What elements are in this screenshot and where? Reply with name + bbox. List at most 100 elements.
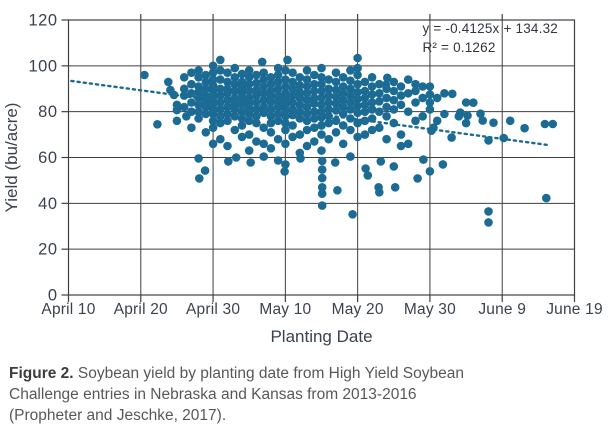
scatter-point xyxy=(252,112,261,121)
scatter-point xyxy=(252,78,261,88)
scatter-point xyxy=(310,123,319,132)
y-tick-label: 20 xyxy=(38,241,57,259)
scatter-point xyxy=(411,98,420,107)
scatter-point xyxy=(396,130,406,139)
scatter-point xyxy=(346,105,355,114)
scatter-point xyxy=(403,107,413,116)
scatter-point xyxy=(259,108,269,118)
scatter-point xyxy=(283,55,292,65)
scatter-point xyxy=(425,82,435,91)
scatter-point xyxy=(179,73,189,82)
scatter-point xyxy=(194,114,203,123)
scatter-point xyxy=(179,91,189,100)
scatter-point xyxy=(367,125,377,135)
scatter-point xyxy=(367,73,377,82)
scatter-point xyxy=(367,82,377,91)
scatter-point xyxy=(252,105,261,114)
scatter-point xyxy=(244,146,254,155)
caption-line-3: (Propheter and Jeschke, 2017). xyxy=(9,407,227,424)
x-tick-label: April 20 xyxy=(114,301,168,318)
scatter-point xyxy=(389,118,399,128)
scatter-point xyxy=(346,98,355,107)
scatter-point xyxy=(461,98,471,107)
trendline-equation-text: y = -0.4125x + 134.32 xyxy=(422,21,558,36)
scatter-point xyxy=(187,68,196,77)
scatter-point xyxy=(353,53,362,63)
scatter-point xyxy=(223,141,232,151)
scatter-point xyxy=(230,73,240,82)
scatter-point xyxy=(288,84,297,94)
scatter-point xyxy=(310,70,319,80)
scatter-point xyxy=(324,112,334,121)
scatter-point xyxy=(244,130,254,139)
scatter-point xyxy=(348,210,357,219)
scatter-point xyxy=(499,133,509,143)
scatter-point xyxy=(231,153,241,162)
scatter-point xyxy=(310,137,319,146)
scatter-point xyxy=(425,105,435,114)
scatter-point xyxy=(317,173,327,183)
scatter-point xyxy=(375,97,384,106)
scatter-point xyxy=(257,57,267,67)
scatter-point xyxy=(280,167,289,176)
scatter-point xyxy=(346,125,355,135)
scatter-point xyxy=(302,141,312,151)
scatter-point xyxy=(230,112,240,121)
scatter-point xyxy=(244,73,254,82)
scatter-point xyxy=(237,114,247,123)
scatter-point xyxy=(288,121,297,130)
scatter-point xyxy=(403,75,413,84)
scatter-point xyxy=(230,63,240,73)
scatter-point xyxy=(266,112,276,121)
scatter-point xyxy=(432,116,442,126)
scatter-point xyxy=(187,79,196,89)
scatter-point xyxy=(179,84,189,94)
scatter-point xyxy=(338,73,348,82)
scatter-point xyxy=(273,109,283,119)
scatter-point xyxy=(302,125,312,135)
scatter-point xyxy=(252,91,261,100)
scatter-point xyxy=(548,119,558,129)
scatter-point xyxy=(216,134,225,144)
scatter-point xyxy=(216,112,225,121)
scatter-point xyxy=(244,116,254,126)
scatter-point xyxy=(418,82,428,91)
x-tick-label: May 10 xyxy=(259,301,311,318)
caption-line-1-text: Soybean yield by planting date from High… xyxy=(77,365,464,382)
scatter-point xyxy=(396,141,406,151)
scatter-point xyxy=(367,114,377,123)
scatter-point xyxy=(418,112,428,121)
scatter-point xyxy=(259,95,269,105)
scatter-point xyxy=(201,84,211,94)
scatter-point xyxy=(542,193,551,203)
scatter-point xyxy=(273,116,283,126)
scatter-point xyxy=(310,114,319,123)
scatter-point xyxy=(273,77,283,87)
scatter-point xyxy=(216,84,225,94)
scatter-point xyxy=(259,89,269,98)
scatter-point xyxy=(425,90,435,99)
scatter-point xyxy=(295,93,305,103)
scatter-point xyxy=(461,118,471,128)
scatter-point xyxy=(389,162,399,171)
scatter-point xyxy=(201,109,211,119)
scatter-point xyxy=(302,109,312,119)
scatter-point xyxy=(346,84,355,94)
scatter-point xyxy=(338,89,348,98)
scatter-point xyxy=(353,79,362,89)
scatter-point xyxy=(259,152,269,161)
scatter-point xyxy=(317,93,326,103)
scatter-point xyxy=(489,118,498,127)
scatter-point xyxy=(281,82,290,91)
scatter-point xyxy=(296,154,305,163)
scatter-point xyxy=(230,125,240,135)
scatter-point xyxy=(273,63,283,73)
scatter-point xyxy=(273,70,283,80)
y-tick-label: 0 xyxy=(48,287,58,305)
scatter-point xyxy=(360,100,370,110)
scatter-point xyxy=(375,89,384,98)
scatter-point xyxy=(383,73,392,83)
x-tick-label: June 19 xyxy=(546,301,603,318)
scatter-point xyxy=(317,146,326,155)
scatter-point xyxy=(223,109,232,119)
